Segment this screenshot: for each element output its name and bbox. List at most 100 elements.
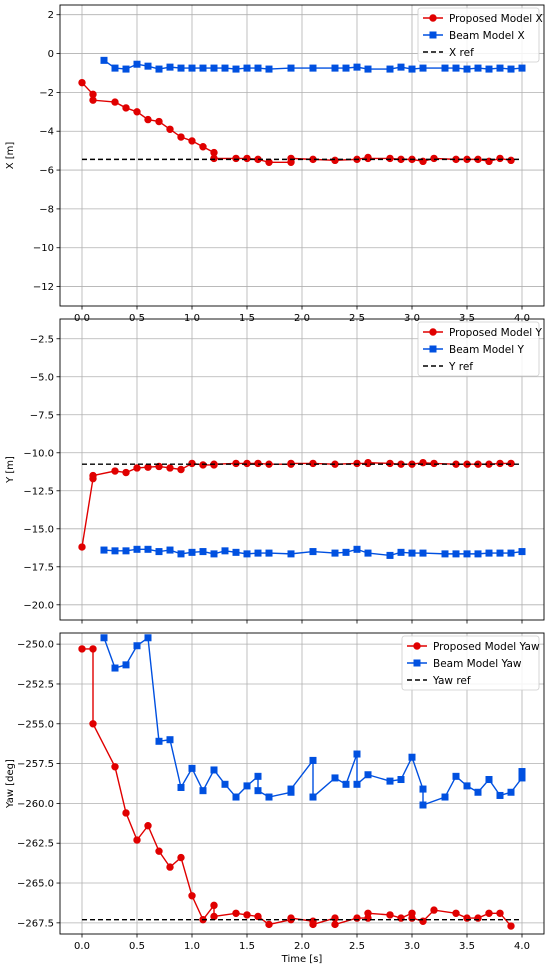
legend-entry: Proposed Model X bbox=[423, 13, 543, 25]
x-tick-label: 1.0 bbox=[184, 941, 200, 952]
data-point bbox=[144, 62, 152, 70]
x-tick-label: 3.5 bbox=[459, 313, 475, 324]
data-point bbox=[386, 777, 394, 785]
data-point bbox=[111, 664, 119, 672]
y-axis-label: Yaw [deg] bbox=[5, 759, 16, 809]
data-point bbox=[221, 780, 229, 788]
data-point bbox=[342, 780, 350, 788]
data-point bbox=[155, 548, 163, 556]
data-point bbox=[474, 788, 482, 796]
y-tick-label: −8 bbox=[39, 204, 54, 215]
data-point bbox=[199, 64, 207, 72]
y-tick-label: 0 bbox=[48, 49, 54, 60]
data-point bbox=[133, 108, 141, 116]
data-point bbox=[122, 104, 130, 112]
data-point bbox=[155, 117, 163, 126]
data-point bbox=[210, 766, 218, 774]
y-tick-label: −267.5 bbox=[17, 918, 54, 929]
data-point bbox=[265, 65, 273, 73]
data-point bbox=[397, 914, 405, 922]
legend-entry: Proposed Model Y bbox=[423, 327, 543, 339]
x-tick-label: 0.5 bbox=[129, 313, 145, 324]
data-point bbox=[287, 154, 295, 163]
y-tick-label: −17.5 bbox=[23, 562, 54, 573]
data-point bbox=[188, 548, 196, 556]
x-tick-label: 1.5 bbox=[239, 941, 255, 952]
data-point bbox=[166, 736, 174, 744]
data-point bbox=[254, 772, 262, 780]
x-tick-label: 4.0 bbox=[514, 941, 530, 952]
data-point bbox=[155, 737, 163, 745]
y-tick-label: −2.5 bbox=[30, 334, 54, 345]
legend-marker bbox=[429, 31, 437, 39]
legend-label: Beam Model Yaw bbox=[433, 658, 522, 670]
data-point bbox=[518, 774, 526, 782]
data-point bbox=[221, 547, 229, 555]
data-point bbox=[507, 549, 515, 557]
data-point bbox=[518, 64, 526, 72]
legend-entry: Proposed Model Yaw bbox=[407, 641, 540, 653]
data-point bbox=[485, 776, 493, 784]
ticks: −250.0 −252.5 −255.0 −257.5 −260.0 −262.5 −265… bbox=[17, 640, 530, 952]
legend-entry: Beam Model X bbox=[423, 30, 525, 42]
data-point bbox=[133, 60, 141, 68]
data-point bbox=[199, 143, 207, 151]
grid bbox=[60, 319, 544, 620]
x-tick-label: 2.0 bbox=[294, 941, 310, 952]
data-point bbox=[254, 459, 262, 468]
data-point bbox=[287, 785, 295, 793]
legend-entry: Yaw ref bbox=[407, 675, 471, 687]
data-point bbox=[177, 64, 185, 72]
data-point bbox=[518, 768, 526, 776]
legend-label: X ref bbox=[449, 47, 474, 59]
series-line bbox=[81, 461, 511, 548]
data-point bbox=[243, 911, 251, 919]
data-point bbox=[463, 914, 471, 922]
y-tick-label: −6 bbox=[39, 166, 54, 177]
data-point bbox=[188, 64, 196, 72]
data-point bbox=[364, 65, 372, 73]
data-point bbox=[441, 64, 449, 72]
data-point bbox=[408, 65, 416, 73]
y-tick-label: −7.5 bbox=[30, 410, 54, 421]
plot-area bbox=[78, 458, 526, 559]
data-point bbox=[430, 906, 438, 914]
data-point bbox=[364, 771, 372, 779]
y-tick-label: −12 bbox=[33, 282, 54, 293]
data-point bbox=[177, 853, 185, 862]
data-point bbox=[199, 787, 207, 795]
data-point bbox=[463, 550, 471, 558]
data-point bbox=[177, 783, 185, 791]
data-point bbox=[155, 65, 163, 73]
x-tick-label: 2.0 bbox=[294, 313, 310, 324]
data-point bbox=[243, 782, 251, 790]
data-point bbox=[441, 793, 449, 801]
data-point bbox=[243, 154, 251, 163]
ticks: −2.5 −5.0 −7.5 −10.0 −12.5 −15.0 −17.5 −20.0 bbox=[23, 334, 523, 624]
data-point bbox=[166, 546, 174, 554]
data-point bbox=[89, 645, 97, 653]
data-point bbox=[188, 459, 196, 468]
data-point bbox=[342, 64, 350, 72]
legend-label: Y ref bbox=[448, 361, 473, 373]
data-point bbox=[397, 776, 405, 784]
data-point bbox=[265, 793, 273, 801]
subplot-2: −2.5 −5.0 −7.5 −10.0 −12.5 −15.0 −17.5 −20.0 Y [… bbox=[5, 318, 545, 624]
legend-label: Proposed Model Y bbox=[449, 327, 543, 339]
series-line bbox=[103, 548, 523, 557]
data-point bbox=[397, 63, 405, 71]
data-point bbox=[507, 65, 515, 73]
data-point bbox=[518, 548, 526, 556]
ticks: 2 0 −2 −4 −6 −8 −10 −12 0.0 0.5 1.0 1.5 2.0 2.5 3.0 3.5… bbox=[33, 10, 530, 324]
data-point bbox=[507, 459, 515, 468]
data-point bbox=[177, 465, 185, 474]
data-point bbox=[210, 912, 218, 921]
data-point bbox=[78, 645, 86, 653]
legend-label: Beam Model Y bbox=[449, 344, 525, 356]
y-tick-label: −255.0 bbox=[17, 719, 54, 730]
data-point bbox=[243, 459, 251, 468]
data-point bbox=[232, 793, 240, 801]
x-tick-label: 2.5 bbox=[349, 313, 365, 324]
data-point bbox=[199, 461, 207, 469]
data-point bbox=[386, 65, 394, 73]
